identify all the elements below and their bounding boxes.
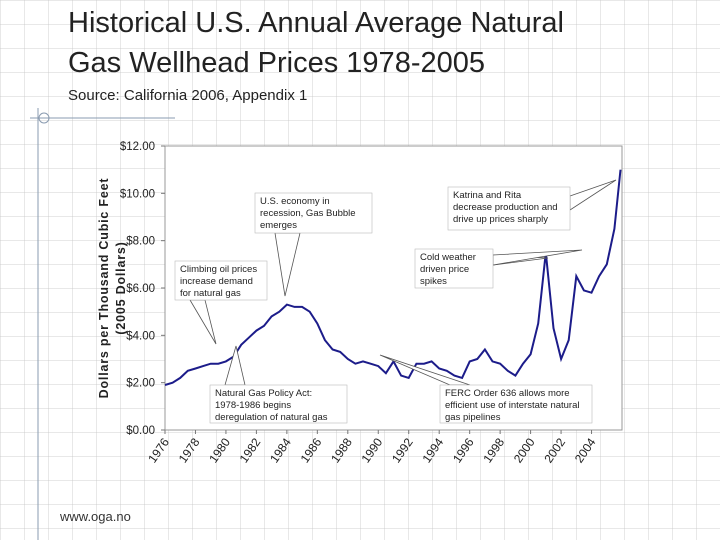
x-tick-label: 1996 bbox=[450, 435, 477, 465]
callout-text: Katrina and Rita bbox=[453, 190, 522, 201]
callout-text: decrease production and bbox=[453, 202, 558, 213]
y-tick-label: $10.00 bbox=[120, 188, 155, 200]
callout-text: recession, Gas Bubble bbox=[260, 208, 356, 219]
callout-text: Cold weather bbox=[420, 252, 476, 263]
y-tick-label: $4.00 bbox=[126, 330, 155, 342]
callout-text: increase demand bbox=[180, 276, 253, 287]
footer: www.oga.no bbox=[59, 509, 131, 524]
y-tick-label: $2.00 bbox=[126, 378, 155, 390]
callout-text: deregulation of natural gas bbox=[215, 412, 328, 423]
callout-text: U.S. economy in bbox=[260, 196, 330, 207]
callout-text: drive up prices sharply bbox=[453, 214, 548, 225]
title-line: Gas Wellhead Prices 1978-2005 bbox=[68, 47, 485, 79]
x-tick-label: 1994 bbox=[419, 435, 446, 465]
x-tick-label: 1990 bbox=[359, 435, 386, 465]
x-tick-label: 1982 bbox=[237, 435, 264, 465]
x-tick-label: 2000 bbox=[511, 435, 538, 465]
callout-box bbox=[209, 384, 348, 424]
x-tick-label: 1988 bbox=[328, 435, 355, 465]
x-tick-label: 1984 bbox=[267, 435, 294, 465]
callout-text: gas pipelines bbox=[445, 412, 501, 423]
x-tick-label: 1998 bbox=[480, 435, 507, 465]
callout-box bbox=[414, 248, 494, 289]
callout-text: FERC Order 636 allows more bbox=[445, 388, 570, 399]
x-tick-label: 2004 bbox=[572, 435, 599, 465]
callout-text: for natural gas bbox=[180, 288, 241, 299]
callout-text: Natural Gas Policy Act: bbox=[215, 388, 312, 399]
x-tick-label: 2002 bbox=[541, 435, 568, 465]
callout-box bbox=[254, 192, 373, 234]
callout-text: spikes bbox=[420, 276, 447, 287]
subtitle: Source: California 2006, Appendix 1 bbox=[68, 87, 307, 104]
callout-box bbox=[174, 260, 268, 301]
x-tick-label: 1992 bbox=[389, 435, 416, 465]
callout-box bbox=[447, 186, 571, 231]
y-axis-label: (2005 Dollars) bbox=[114, 241, 128, 334]
y-axis-label: Dollars per Thousand Cubic Feet bbox=[97, 178, 111, 399]
x-tick-label: 1976 bbox=[145, 435, 172, 465]
callout-text: emerges bbox=[260, 220, 297, 231]
y-tick-label: $6.00 bbox=[126, 283, 155, 295]
callout-text: driven price bbox=[420, 264, 469, 275]
callout-box bbox=[439, 384, 593, 424]
callout-text: efficient use of interstate natural bbox=[445, 400, 580, 411]
title-line: Historical U.S. Annual Average Natural bbox=[68, 7, 564, 39]
x-tick-label: 1986 bbox=[298, 435, 325, 465]
y-tick-label: $0.00 bbox=[126, 425, 155, 437]
x-tick-label: 1978 bbox=[176, 435, 203, 465]
y-tick-label: $12.00 bbox=[120, 141, 155, 153]
callout-text: 1978-1986 begins bbox=[215, 400, 291, 411]
y-tick-label: $8.00 bbox=[126, 236, 155, 248]
x-tick-label: 1980 bbox=[206, 435, 233, 465]
callout-text: Climbing oil prices bbox=[180, 264, 257, 275]
decor-circle bbox=[38, 112, 50, 124]
